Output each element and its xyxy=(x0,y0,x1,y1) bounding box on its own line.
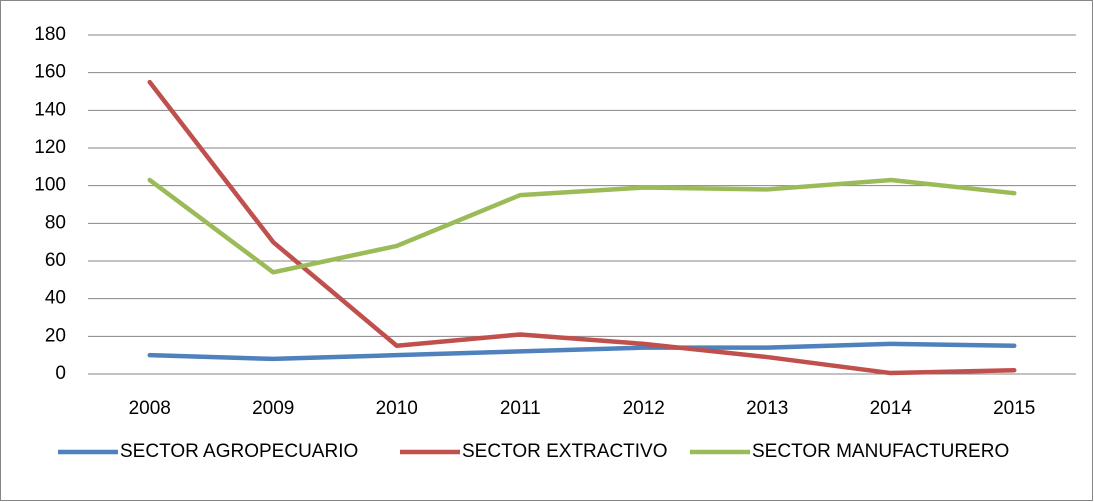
legend-label: SECTOR EXTRACTIVO xyxy=(462,441,668,462)
y-tick-label: 160 xyxy=(34,62,66,83)
y-tick-label: 100 xyxy=(34,175,66,196)
y-tick-label: 0 xyxy=(55,363,66,384)
y-tick-label: 140 xyxy=(34,99,66,120)
y-tick-label: 180 xyxy=(34,24,66,45)
legend-label: SECTOR MANUFACTURERO xyxy=(752,441,1009,462)
x-tick-label: 2015 xyxy=(993,398,1035,419)
x-tick-label: 2011 xyxy=(500,398,541,419)
y-tick-label: 80 xyxy=(45,212,66,233)
x-tick-label: 2008 xyxy=(129,398,171,419)
y-tick-label: 60 xyxy=(45,250,66,271)
series-line xyxy=(147,341,1017,362)
x-tick-label: 2013 xyxy=(746,398,788,419)
legend-label: SECTOR AGROPECUARIO xyxy=(120,441,358,462)
y-tick-label: 20 xyxy=(45,325,66,346)
x-tick-label: 2009 xyxy=(252,398,294,419)
series-line xyxy=(147,177,1017,275)
y-tick-label: 40 xyxy=(45,288,66,309)
x-tick-label: 2012 xyxy=(623,398,665,419)
series-line xyxy=(147,79,1017,376)
x-tick-label: 2014 xyxy=(870,398,913,419)
y-tick-label: 120 xyxy=(34,137,66,158)
x-tick-label: 2010 xyxy=(376,398,418,419)
